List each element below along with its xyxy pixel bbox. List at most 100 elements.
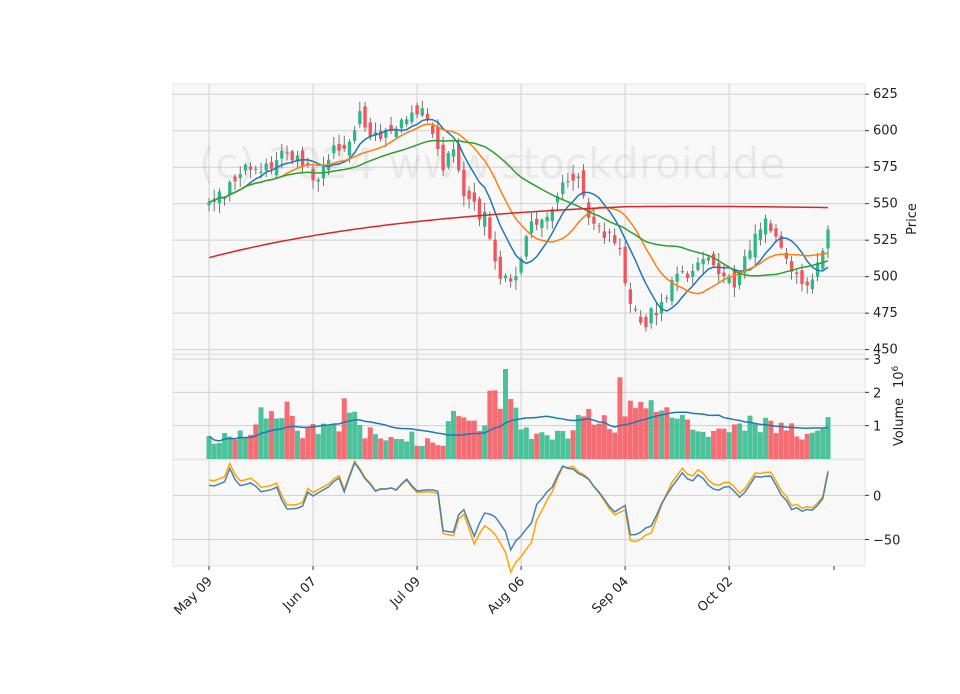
candle-body — [347, 141, 352, 156]
candle-body — [503, 275, 508, 279]
volume-bar — [617, 377, 623, 459]
volume-bar — [799, 439, 805, 459]
candle-body — [467, 190, 471, 200]
candle-body — [566, 181, 570, 183]
volume-bar — [763, 417, 769, 459]
candle-body — [472, 192, 476, 202]
candle-body — [665, 297, 669, 299]
candle-body — [514, 276, 518, 281]
oscillator-panel — [172, 459, 866, 567]
candle-body — [800, 270, 804, 285]
volume-bar — [721, 428, 727, 459]
candle-body — [633, 309, 638, 311]
volume-tick-label: 3 — [873, 353, 881, 368]
volume-bar — [825, 417, 831, 459]
volume-bar — [685, 419, 691, 459]
candle-body — [389, 124, 393, 132]
volume-bar — [659, 410, 665, 459]
candle-body — [441, 144, 445, 171]
price-tick-label: 550 — [873, 197, 898, 212]
candle-body — [498, 256, 502, 279]
volume-bar — [466, 420, 472, 459]
candle-body — [233, 176, 237, 182]
candle-body — [795, 272, 799, 275]
volume-bar — [253, 424, 259, 459]
grid-lines — [173, 84, 865, 566]
price-tick-label: 625 — [873, 87, 898, 102]
volume-bar — [742, 430, 748, 459]
candle-body — [649, 308, 653, 324]
volume-axis-exponent: 106 — [891, 365, 907, 388]
volume-bar — [648, 400, 654, 459]
oscillator-tick-label: 0 — [873, 489, 881, 504]
candle-body — [654, 312, 659, 316]
candle-body — [295, 155, 300, 162]
volume-bar — [570, 430, 576, 459]
volume-bar — [419, 445, 425, 459]
volume-bar — [456, 416, 462, 459]
volume-bar — [284, 401, 290, 459]
volume-bar — [310, 424, 316, 459]
volume-bar — [372, 434, 378, 459]
volume-bar — [549, 439, 555, 459]
volume-bar — [523, 427, 529, 459]
volume-bar — [409, 431, 415, 459]
volume-bar — [263, 418, 269, 459]
candle-body — [207, 202, 211, 206]
volume-ma-line — [208, 411, 829, 442]
volume-bar — [248, 434, 254, 459]
candle-body — [644, 316, 648, 328]
candle-body — [805, 281, 809, 286]
candle-body — [826, 229, 830, 249]
price-tick-label: 500 — [873, 270, 898, 285]
x-tick-label: Sep 04 — [589, 574, 632, 617]
volume-bar — [643, 408, 649, 459]
volume-bar — [581, 416, 587, 459]
volume-bar — [502, 369, 508, 459]
candle-body — [457, 144, 461, 171]
candle-body — [743, 256, 747, 273]
volume-bar — [534, 433, 540, 459]
candle-body — [462, 169, 466, 197]
candle-body — [784, 252, 789, 259]
volume-bar — [622, 416, 628, 459]
volume-bars — [206, 369, 831, 459]
candle-body — [436, 126, 440, 149]
price-tick-label: 450 — [873, 343, 898, 358]
ma-200-line — [208, 205, 829, 259]
volume-bar — [783, 430, 789, 459]
volume-bar — [300, 438, 306, 459]
candle-body — [774, 228, 778, 237]
candle-body — [670, 280, 674, 302]
candle-body — [529, 221, 534, 234]
candle-body — [607, 231, 612, 233]
candle-body — [571, 173, 575, 181]
candle-body — [535, 218, 539, 225]
volume-bar — [716, 428, 722, 459]
price-tick-label: 600 — [873, 124, 898, 139]
candle-body — [373, 132, 378, 136]
candle-body — [732, 269, 737, 288]
candle-body — [431, 125, 435, 134]
volume-bar — [529, 438, 535, 459]
candle-body — [696, 262, 700, 271]
volume-bar — [612, 432, 618, 459]
volume-bar — [289, 415, 295, 459]
volume-bar — [482, 425, 488, 459]
candle-body — [337, 143, 341, 151]
volume-bar — [352, 411, 358, 459]
oscillator-tick-label: −50 — [873, 534, 900, 549]
candle-body — [399, 119, 404, 129]
volume-bar — [362, 438, 368, 459]
volume-bar — [539, 432, 545, 459]
price-tick-label: 575 — [873, 160, 898, 175]
candle-body — [685, 273, 690, 279]
candle-body — [483, 211, 487, 227]
candle-body — [722, 272, 726, 277]
candle-body — [597, 225, 601, 227]
watermark: (c) 2024 www.stockdroid.de — [199, 139, 785, 188]
candle-body — [368, 122, 372, 137]
candle-body — [290, 151, 294, 161]
volume-bar — [773, 433, 779, 459]
moving-averages — [208, 118, 829, 312]
